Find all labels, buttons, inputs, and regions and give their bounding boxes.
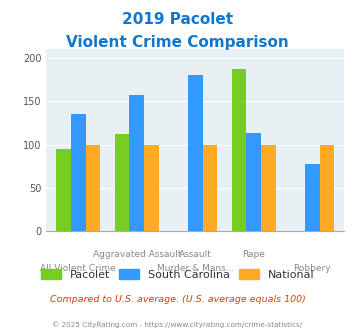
Text: Rape: Rape xyxy=(242,250,265,259)
Text: Assault: Assault xyxy=(179,250,212,259)
Bar xyxy=(188,76,203,231)
Text: Murder & Mans...: Murder & Mans... xyxy=(157,264,234,273)
Bar xyxy=(261,145,275,231)
Text: Compared to U.S. average. (U.S. average equals 100): Compared to U.S. average. (U.S. average … xyxy=(50,295,305,304)
Bar xyxy=(144,145,159,231)
Text: Aggravated Assault: Aggravated Assault xyxy=(93,250,181,259)
Legend: Pacolet, South Carolina, National: Pacolet, South Carolina, National xyxy=(36,265,319,284)
Bar xyxy=(130,95,144,231)
Bar xyxy=(232,69,246,231)
Bar xyxy=(56,149,71,231)
Text: Robbery: Robbery xyxy=(293,264,331,273)
Text: All Violent Crime: All Violent Crime xyxy=(40,264,116,273)
Text: Violent Crime Comparison: Violent Crime Comparison xyxy=(66,35,289,50)
Bar xyxy=(71,114,86,231)
Text: © 2025 CityRating.com - https://www.cityrating.com/crime-statistics/: © 2025 CityRating.com - https://www.city… xyxy=(53,322,302,328)
Text: 2019 Pacolet: 2019 Pacolet xyxy=(122,12,233,26)
Bar xyxy=(203,145,217,231)
Bar xyxy=(320,145,334,231)
Bar xyxy=(305,164,320,231)
Bar xyxy=(246,133,261,231)
Bar xyxy=(115,134,130,231)
Bar xyxy=(86,145,100,231)
